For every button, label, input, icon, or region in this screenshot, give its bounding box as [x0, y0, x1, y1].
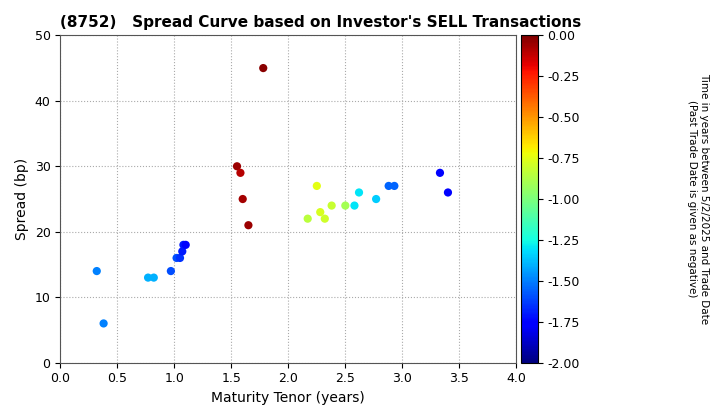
Point	[302, 215, 313, 222]
X-axis label: Maturity Tenor (years): Maturity Tenor (years)	[212, 391, 365, 405]
Point	[315, 209, 326, 215]
Y-axis label: Spread (bp): Spread (bp)	[15, 158, 29, 240]
Point	[442, 189, 454, 196]
Point	[235, 170, 246, 176]
Point	[231, 163, 243, 170]
Point	[383, 183, 395, 189]
Point	[174, 255, 186, 261]
Point	[165, 268, 176, 274]
Point	[348, 202, 360, 209]
Point	[243, 222, 254, 228]
Point	[326, 202, 338, 209]
Point	[98, 320, 109, 327]
Point	[178, 241, 189, 248]
Point	[171, 255, 182, 261]
Text: (8752)   Spread Curve based on Investor's SELL Transactions: (8752) Spread Curve based on Investor's …	[60, 15, 582, 30]
Point	[311, 183, 323, 189]
Point	[434, 170, 446, 176]
Point	[319, 215, 330, 222]
Point	[176, 248, 188, 255]
Point	[143, 274, 154, 281]
Point	[148, 274, 160, 281]
Point	[91, 268, 102, 274]
Point	[258, 65, 269, 71]
Point	[237, 196, 248, 202]
Point	[180, 241, 192, 248]
Point	[354, 189, 365, 196]
Point	[389, 183, 400, 189]
Point	[340, 202, 351, 209]
Y-axis label: Time in years between 5/2/2025 and Trade Date
(Past Trade Date is given as negat: Time in years between 5/2/2025 and Trade…	[687, 74, 708, 325]
Point	[370, 196, 382, 202]
